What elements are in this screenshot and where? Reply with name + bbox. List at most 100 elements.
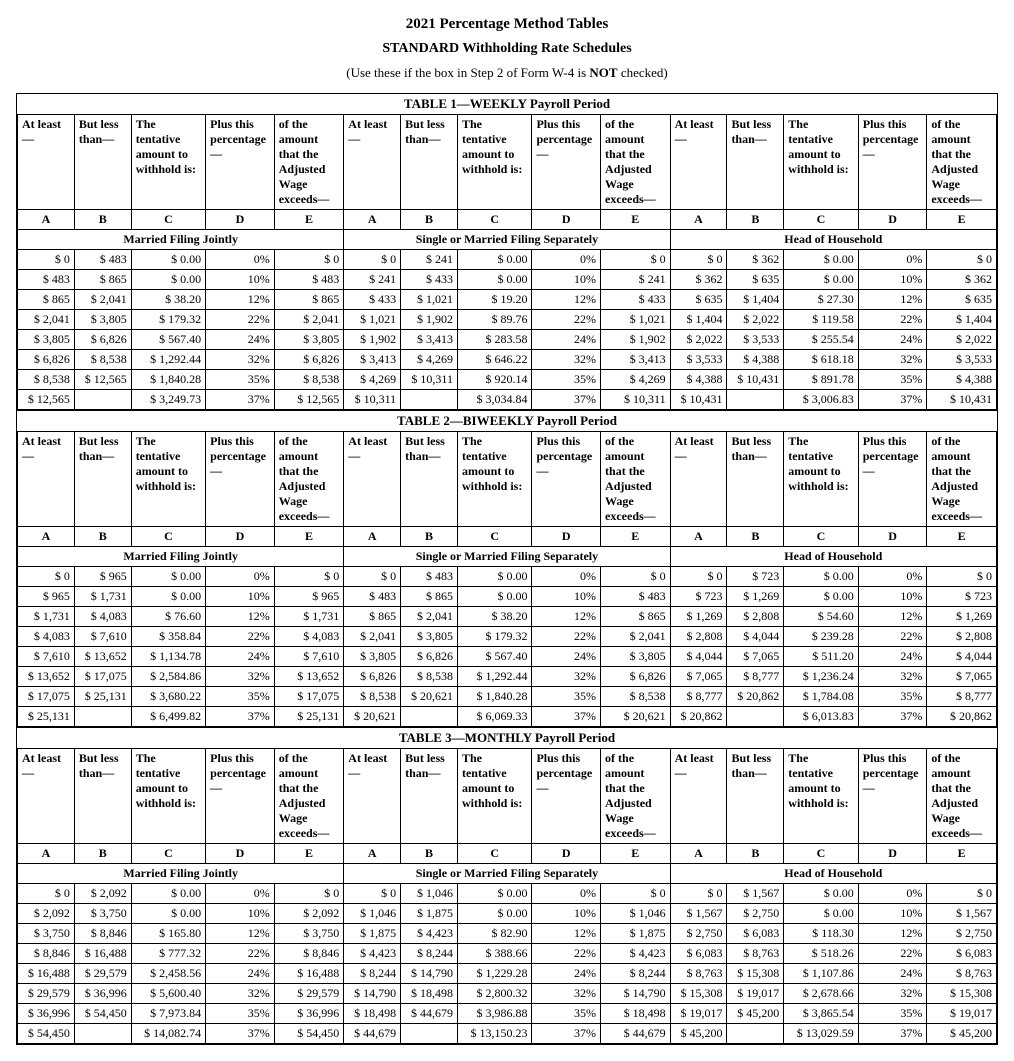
cell: $ 8,846 bbox=[74, 924, 131, 944]
cell: $ 511.20 bbox=[784, 647, 858, 667]
cell: $ 3,006.83 bbox=[784, 390, 858, 410]
col-header: But less than— bbox=[727, 749, 784, 844]
cell: $ 13,652 bbox=[18, 667, 75, 687]
cell: 32% bbox=[532, 667, 601, 687]
cell: 22% bbox=[532, 944, 601, 964]
cell: $ 0.00 bbox=[131, 587, 205, 607]
cell: 24% bbox=[206, 647, 275, 667]
cell: 37% bbox=[532, 1024, 601, 1044]
cell: $ 3,750 bbox=[18, 924, 75, 944]
col-letter: A bbox=[18, 844, 75, 864]
cell: $ 1,902 bbox=[344, 330, 401, 350]
cell: $ 2,041 bbox=[18, 310, 75, 330]
cell: $ 2,041 bbox=[344, 627, 401, 647]
col-letter: A bbox=[344, 844, 401, 864]
cell: $ 3,986.88 bbox=[457, 1004, 531, 1024]
cell: $ 0.00 bbox=[131, 250, 205, 270]
filing-status-mfj: Married Filing Jointly bbox=[18, 547, 344, 567]
cell: $ 2,092 bbox=[274, 904, 344, 924]
cell: $ 10,311 bbox=[401, 370, 458, 390]
col-letter: D bbox=[532, 527, 601, 547]
cell: $ 4,044 bbox=[670, 647, 727, 667]
cell: $ 433 bbox=[401, 270, 458, 290]
cell: $ 865 bbox=[401, 587, 458, 607]
cell: $ 7,065 bbox=[927, 667, 997, 687]
col-letter: C bbox=[131, 527, 205, 547]
col-letter: B bbox=[401, 844, 458, 864]
cell: $ 0.00 bbox=[784, 250, 858, 270]
cell: $ 239.28 bbox=[784, 627, 858, 647]
cell: $ 14,790 bbox=[401, 964, 458, 984]
cell: $ 45,200 bbox=[927, 1024, 997, 1044]
cell: $ 1,269 bbox=[727, 587, 784, 607]
cell: $ 3,413 bbox=[401, 330, 458, 350]
cell: $ 1,902 bbox=[601, 330, 671, 350]
col-header: The tentative amount to withhold is: bbox=[784, 749, 858, 844]
cell: 24% bbox=[858, 330, 927, 350]
cell: $ 3,750 bbox=[274, 924, 344, 944]
table-row: $ 2,041$ 3,805$ 179.3222%$ 2,041$ 1,021$… bbox=[18, 310, 997, 330]
col-header: of the amount that the Adjusted Wage exc… bbox=[274, 115, 344, 210]
cell bbox=[727, 390, 784, 410]
cell: $ 255.54 bbox=[784, 330, 858, 350]
col-letter: D bbox=[858, 527, 927, 547]
table-caption: TABLE 3—MONTHLY Payroll Period bbox=[17, 727, 997, 748]
tables-container: TABLE 1—WEEKLY Payroll PeriodAt least —B… bbox=[16, 93, 998, 1045]
cell: $ 10,431 bbox=[727, 370, 784, 390]
cell: $ 14,790 bbox=[601, 984, 671, 1004]
cell: $ 6,826 bbox=[74, 330, 131, 350]
cell: $ 723 bbox=[670, 587, 727, 607]
cell: $ 2,458.56 bbox=[131, 964, 205, 984]
table-row: $ 8,846$ 16,488$ 777.3222%$ 8,846$ 4,423… bbox=[18, 944, 997, 964]
cell: $ 433 bbox=[344, 290, 401, 310]
col-header: The tentative amount to withhold is: bbox=[457, 115, 531, 210]
cell: $ 362 bbox=[927, 270, 997, 290]
col-header: of the amount that the Adjusted Wage exc… bbox=[274, 749, 344, 844]
cell: $ 0.00 bbox=[457, 884, 531, 904]
cell: $ 1,875 bbox=[601, 924, 671, 944]
cell: 24% bbox=[532, 964, 601, 984]
cell: 37% bbox=[858, 707, 927, 727]
cell: $ 18,498 bbox=[601, 1004, 671, 1024]
cell: $ 13,029.59 bbox=[784, 1024, 858, 1044]
cell: 22% bbox=[532, 310, 601, 330]
cell: $ 20,621 bbox=[601, 707, 671, 727]
cell: $ 2,808 bbox=[927, 627, 997, 647]
cell: $ 2,041 bbox=[74, 290, 131, 310]
cell: $ 14,790 bbox=[344, 984, 401, 1004]
cell: $ 4,388 bbox=[927, 370, 997, 390]
cell: $ 3,805 bbox=[344, 647, 401, 667]
filing-status-hoh: Head of Household bbox=[670, 864, 996, 884]
cell: $ 54,450 bbox=[18, 1024, 75, 1044]
col-header: Plus this percentage — bbox=[858, 115, 927, 210]
cell: $ 179.32 bbox=[131, 310, 205, 330]
cell: $ 3,750 bbox=[74, 904, 131, 924]
cell bbox=[727, 1024, 784, 1044]
cell: $ 1,292.44 bbox=[131, 350, 205, 370]
cell: $ 13,150.23 bbox=[457, 1024, 531, 1044]
cell: $ 1,875 bbox=[344, 924, 401, 944]
cell: 22% bbox=[206, 627, 275, 647]
cell: $ 2,022 bbox=[727, 310, 784, 330]
table-row: $ 965$ 1,731$ 0.0010%$ 965$ 483$ 865$ 0.… bbox=[18, 587, 997, 607]
table-row: $ 483$ 865$ 0.0010%$ 483$ 241$ 433$ 0.00… bbox=[18, 270, 997, 290]
cell: $ 723 bbox=[927, 587, 997, 607]
table-row: $ 3,750$ 8,846$ 165.8012%$ 3,750$ 1,875$… bbox=[18, 924, 997, 944]
col-header: But less than— bbox=[74, 115, 131, 210]
page-title: 2021 Percentage Method Tables bbox=[16, 16, 998, 33]
cell: $ 2,022 bbox=[927, 330, 997, 350]
col-header: But less than— bbox=[727, 432, 784, 527]
cell: $ 118.30 bbox=[784, 924, 858, 944]
col-header: of the amount that the Adjusted Wage exc… bbox=[927, 749, 997, 844]
col-letter: D bbox=[206, 527, 275, 547]
cell: 32% bbox=[206, 984, 275, 1004]
table-row: $ 6,826$ 8,538$ 1,292.4432%$ 6,826$ 3,41… bbox=[18, 350, 997, 370]
cell: $ 1,021 bbox=[344, 310, 401, 330]
col-letter: C bbox=[457, 844, 531, 864]
cell: $ 241 bbox=[601, 270, 671, 290]
cell: $ 4,044 bbox=[927, 647, 997, 667]
cell: 24% bbox=[532, 330, 601, 350]
cell: $ 0.00 bbox=[784, 904, 858, 924]
cell: $ 3,249.73 bbox=[131, 390, 205, 410]
col-header: Plus this percentage — bbox=[858, 749, 927, 844]
